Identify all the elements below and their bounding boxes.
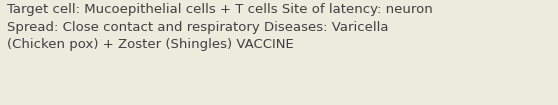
Text: Target cell: Mucoepithelial cells + T cells Site of latency: neuron
Spread: Clos: Target cell: Mucoepithelial cells + T ce…	[7, 3, 433, 51]
